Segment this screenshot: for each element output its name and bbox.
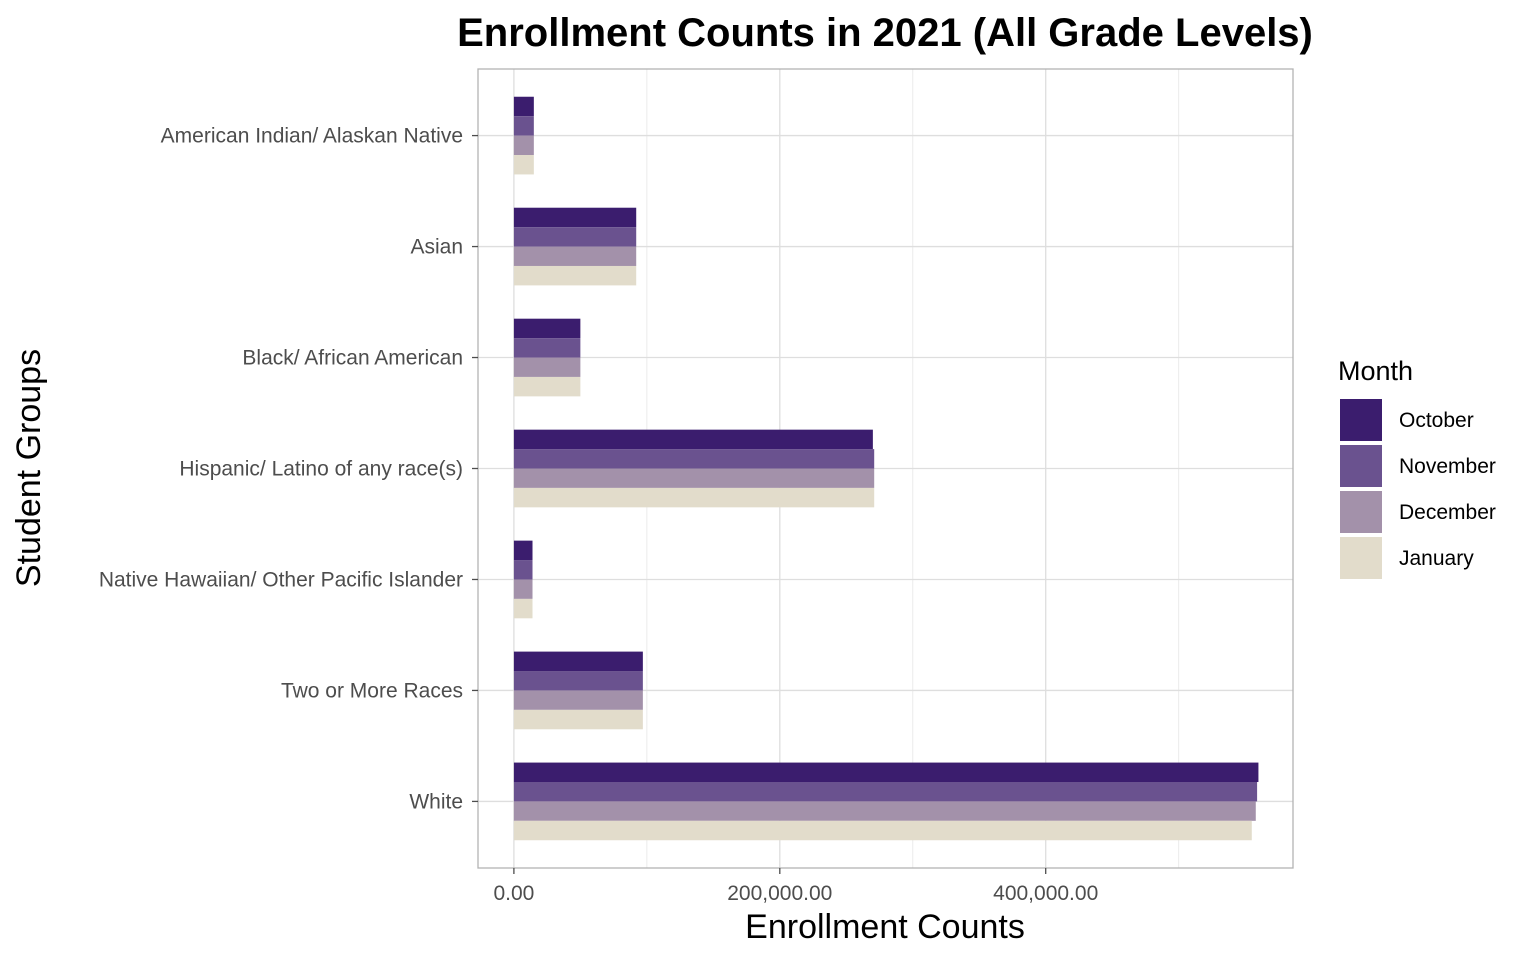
bar (513, 318, 581, 339)
x-axis-title: Enrollment Counts (745, 908, 1025, 946)
bar (513, 155, 534, 175)
bar (513, 227, 637, 247)
chart-title: Enrollment Counts in 2021 (All Grade Lev… (457, 11, 1313, 55)
y-tick-label: White (409, 790, 463, 813)
bar (513, 762, 1259, 782)
bar (513, 651, 643, 672)
bar (513, 690, 643, 710)
legend-key (1340, 537, 1382, 579)
bar (513, 801, 1256, 821)
legend-label: January (1399, 547, 1474, 570)
legend-key (1340, 445, 1382, 487)
bar (513, 207, 637, 228)
bar (513, 598, 533, 619)
bars-layer (513, 96, 1259, 841)
bar (513, 96, 534, 117)
bar (513, 338, 581, 358)
bar (513, 429, 873, 450)
x-axis-layer: 0.00 200,000.00 400,000.00 (493, 868, 1098, 905)
y-tick-label: Asian (410, 236, 463, 259)
legend-label: November (1399, 455, 1496, 478)
bar (513, 449, 875, 469)
bar (513, 265, 637, 286)
x-tick-label: 200,000.00 (727, 882, 832, 905)
y-tick-label: Two or More Races (281, 679, 463, 702)
bar (513, 540, 533, 561)
y-tick-label: Black/ African American (242, 347, 463, 370)
bar (513, 246, 637, 266)
bar (513, 560, 533, 580)
legend: October November December January (1340, 399, 1496, 579)
y-tick-label: American Indian/ Alaskan Native (161, 125, 463, 148)
legend-key (1340, 399, 1382, 441)
x-tick-label: 0.00 (493, 882, 534, 905)
bar (513, 468, 875, 488)
bar (513, 376, 581, 397)
legend-label: December (1399, 501, 1496, 524)
bar (513, 820, 1252, 841)
y-axis-layer: White Two or More Races Native Hawaiian/ O… (99, 125, 478, 813)
legend-title: Month (1338, 356, 1413, 386)
x-tick-label: 400,000.00 (993, 882, 1098, 905)
bar (513, 357, 581, 377)
y-tick-label: Native Hawaiian/ Other Pacific Islander (99, 568, 463, 591)
y-tick-label: Hispanic/ Latino of any race(s) (179, 458, 463, 481)
bar (513, 116, 534, 136)
bar (513, 135, 534, 156)
bar (513, 781, 1258, 802)
legend-label: October (1399, 409, 1474, 432)
bar (513, 671, 643, 691)
bar (513, 487, 875, 508)
legend-key (1340, 491, 1382, 533)
bar (513, 579, 533, 599)
bar (513, 709, 643, 730)
y-axis-title: Student Groups (10, 349, 48, 587)
